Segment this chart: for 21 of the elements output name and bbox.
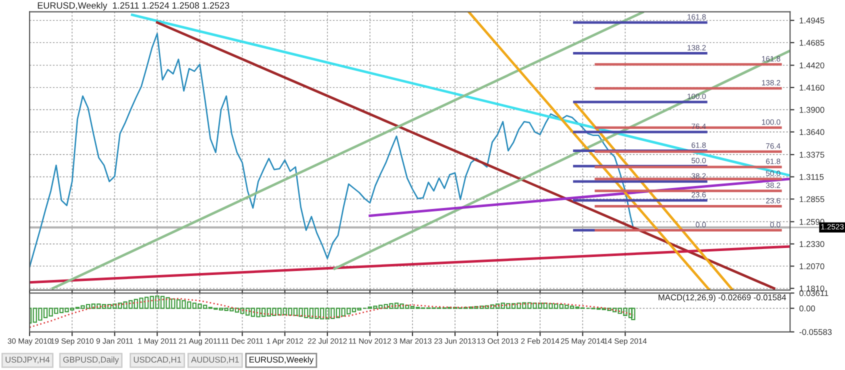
- y-tick-label: 1.4945: [800, 18, 824, 24]
- text: USDJPY,H4: [6, 356, 50, 364]
- y-tick-label: 0.00: [799, 306, 815, 312]
- y-tick-label: 1.3900: [800, 106, 824, 113]
- y-tick-label: 1.4420: [800, 62, 824, 68]
- y-tick-label: 1.2070: [800, 263, 824, 270]
- text: AUDUSD,H1: [191, 356, 239, 364]
- y-tick-label: 1.4685: [800, 40, 824, 46]
- y-tick-label: -0.05583: [799, 329, 832, 335]
- y-tick-label: 1.3375: [800, 152, 824, 158]
- y-tick-label: 1.3640: [800, 129, 824, 136]
- y-tick-label: 0.03611: [799, 290, 828, 296]
- text: USDCAD,H1: [134, 356, 182, 364]
- y-tick-label: 1.2330: [800, 241, 824, 248]
- chart-title: EURUSD,Weekly 1.2511 1.2524 1.2508 1.2523: [38, 2, 230, 10]
- chart-title: MACD(12,26,9) -0.02669 -0.01584: [658, 294, 786, 302]
- text: EURUSD,Weekly: [250, 356, 314, 364]
- y-tick-label: 1.2855: [800, 196, 824, 202]
- y-tick-label: 1.4160: [800, 84, 824, 91]
- y-tick-label: 1.3115: [800, 174, 824, 180]
- text: GBPUSD,Daily: [63, 356, 119, 364]
